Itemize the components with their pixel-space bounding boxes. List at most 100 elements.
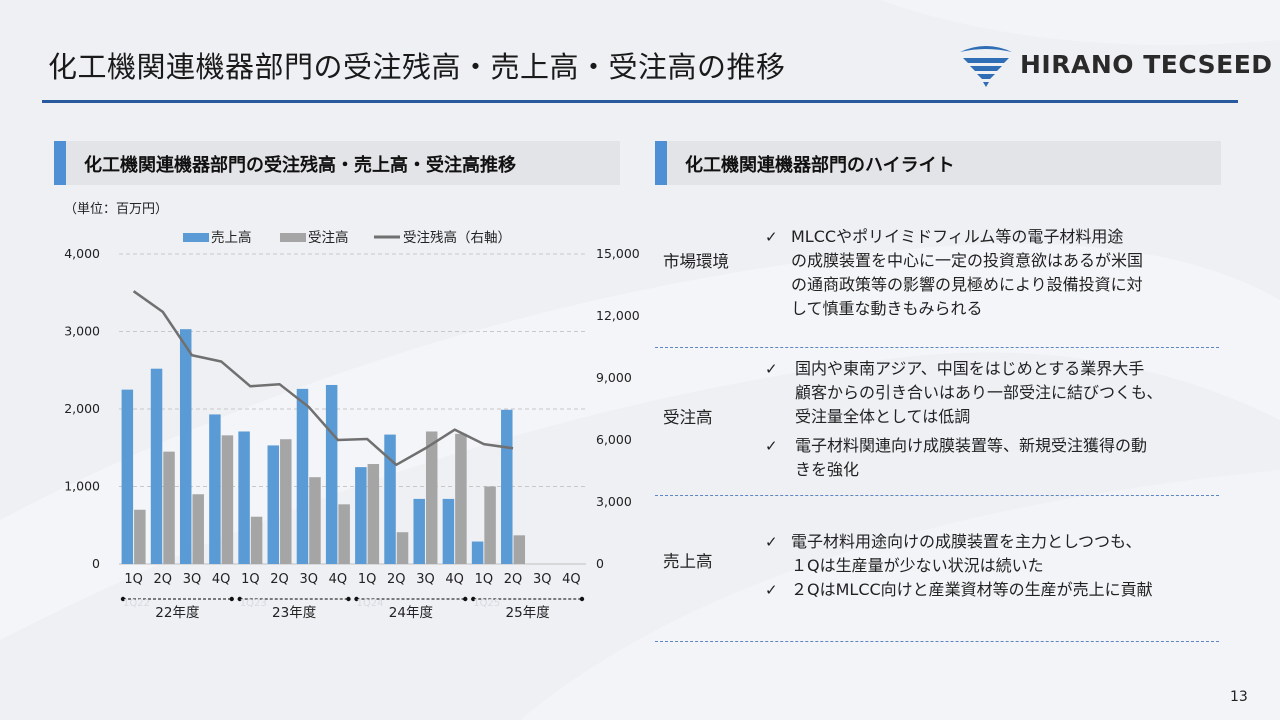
chart-section-heading: 化工機関連機器部門の受注残高・売上高・受注高推移 <box>54 141 620 185</box>
fiscal-year-bracket-dot <box>229 596 234 602</box>
bar-sales <box>355 467 367 564</box>
y-left-tick-label: 4,000 <box>64 246 100 261</box>
fiscal-year-bracket-dot <box>579 596 585 602</box>
x-tick-label: 4Q <box>212 572 231 587</box>
y-right-tick-label: 12,000 <box>596 308 640 323</box>
bar-orders <box>396 532 409 564</box>
bar-sales <box>296 388 309 564</box>
bar-sales <box>442 498 455 564</box>
bar-sales <box>413 498 425 564</box>
highlight-row-label: 市場環境 <box>663 252 729 271</box>
bar-orders <box>250 516 263 564</box>
legend-label-sales: 売上高 <box>211 229 252 246</box>
x-tick-label: 3Q <box>299 572 318 587</box>
y-left-tick-label: 0 <box>92 556 100 571</box>
x-tick-label: 3Q <box>533 572 552 587</box>
x-tick-label: 3Q <box>183 572 202 587</box>
x-tick-label: 2Q <box>154 572 173 587</box>
row-divider <box>655 347 1219 348</box>
y-right-tick-label: 6,000 <box>596 432 632 447</box>
check-icon: ✓ <box>765 581 778 599</box>
page-number: 13 <box>1230 689 1248 705</box>
highlight-row-label: 売上高 <box>663 552 713 571</box>
y-right-tick-label: 9,000 <box>596 370 632 385</box>
bar-orders <box>484 486 496 564</box>
check-icon: ✓ <box>765 360 778 378</box>
faint-quarter-label: 1Q24 <box>357 598 384 609</box>
highlight-section-heading: 化工機関連機器部門のハイライト <box>655 141 1221 185</box>
y-right-tick-label: 0 <box>596 556 604 571</box>
fiscal-year-bracket-dot <box>471 596 476 602</box>
page-title: 化工機関連機器部門の受注残高・売上高・受注高の推移 <box>48 50 786 84</box>
bar-orders <box>134 509 146 564</box>
legend-label-orders: 受注高 <box>308 229 349 246</box>
bar-orders <box>455 433 467 564</box>
bar-orders <box>192 494 204 564</box>
y-left-tick-label: 3,000 <box>64 324 100 339</box>
fiscal-year-label: 24年度 <box>389 605 433 621</box>
faint-quarter-label: 1Q22 <box>123 598 150 609</box>
line-backlog <box>132 290 514 467</box>
bar-sales <box>471 541 484 564</box>
bar-orders <box>309 477 321 564</box>
x-tick-label: 1Q <box>475 572 494 587</box>
x-tick-label: 4Q <box>445 572 464 587</box>
check-icon: ✓ <box>765 228 778 246</box>
orders-sales-backlog-chart: （単位：百万円） 0 1,000 2,000 3,000 4,000 0 3,000 6,000… <box>64 201 640 621</box>
bar-sales <box>121 389 134 564</box>
title-rule <box>42 100 1238 103</box>
fiscal-year-label: 22年度 <box>155 605 199 621</box>
legend-label-backlog: 受注残高（右軸） <box>403 229 511 246</box>
bar-sales <box>267 445 280 564</box>
y-left-tick-label: 2,000 <box>64 401 100 416</box>
x-tick-label: 4Q <box>562 572 581 587</box>
faint-quarter-label: 1Q25 <box>473 598 500 609</box>
bar-orders <box>367 464 380 564</box>
highlight-section-heading-text: 化工機関連機器部門のハイライト <box>685 155 955 176</box>
chart-section-heading-text: 化工機関連機器部門の受注残高・売上高・受注高推移 <box>84 155 516 176</box>
fiscal-year-bracket-dot <box>346 596 351 602</box>
legend-swatch-orders <box>280 233 306 242</box>
x-tick-label: 1Q <box>241 572 260 587</box>
x-tick-label: 4Q <box>329 572 348 587</box>
y-left-tick-label: 1,000 <box>64 479 100 494</box>
fiscal-year-bracket-dot <box>237 596 242 602</box>
row-divider <box>655 495 1219 496</box>
highlight-bullet: 電子材料関連向け成膜装置等、新規受注獲得の動 きを強化 <box>795 436 1148 479</box>
bar-orders <box>513 535 526 564</box>
bar-orders <box>280 439 292 564</box>
heading-accent-bar <box>655 141 667 185</box>
faint-quarter-label: 1Q23 <box>240 598 267 609</box>
bar-sales <box>150 368 163 564</box>
bar-orders <box>338 504 350 564</box>
y-right-tick-label: 3,000 <box>596 494 632 509</box>
company-logo: HIRANO TECSEED <box>958 42 1272 88</box>
x-tick-label: 1Q <box>358 572 377 587</box>
row-divider <box>655 641 1219 642</box>
bar-sales <box>209 414 221 564</box>
bar-orders <box>425 431 438 564</box>
heading-accent-bar <box>54 141 66 185</box>
fiscal-year-bracket-dot <box>354 596 359 602</box>
logo-text: HIRANO TECSEED <box>1020 50 1273 79</box>
bar-orders <box>221 435 234 564</box>
x-tick-label: 1Q <box>124 572 143 587</box>
legend-swatch-sales <box>183 233 209 242</box>
bar-sales <box>325 384 338 564</box>
x-tick-label: 2Q <box>504 572 523 587</box>
highlight-bullet: 国内や東南アジア、中国をはじめとする業界大手 顧客からの引き合いはあり一部受注に… <box>795 359 1163 426</box>
logo-emblem-icon <box>960 46 1012 87</box>
check-icon: ✓ <box>765 437 778 455</box>
fiscal-year-label: 25年度 <box>506 605 550 621</box>
bar-sales <box>384 434 396 564</box>
highlight-bullet: 電子材料用途向けの成膜装置を主力としつつも、 １Qは生産量が少ない状況は続いた <box>791 532 1142 575</box>
x-tick-label: 3Q <box>416 572 435 587</box>
highlight-bullet: MLCCやポリイミドフィルム等の電子材料用途 の成膜装置を中心に一定の投資意欲は… <box>791 227 1144 318</box>
highlight-bullet: ２QはMLCC向けと産業資材等の生産が売上に貢献 <box>791 580 1153 599</box>
y-right-tick-label: 15,000 <box>596 246 640 261</box>
fiscal-year-label: 23年度 <box>272 605 316 621</box>
fiscal-year-bracket-dot <box>120 596 126 602</box>
chart-unit-note: （単位：百万円） <box>64 201 168 217</box>
check-icon: ✓ <box>765 533 778 551</box>
